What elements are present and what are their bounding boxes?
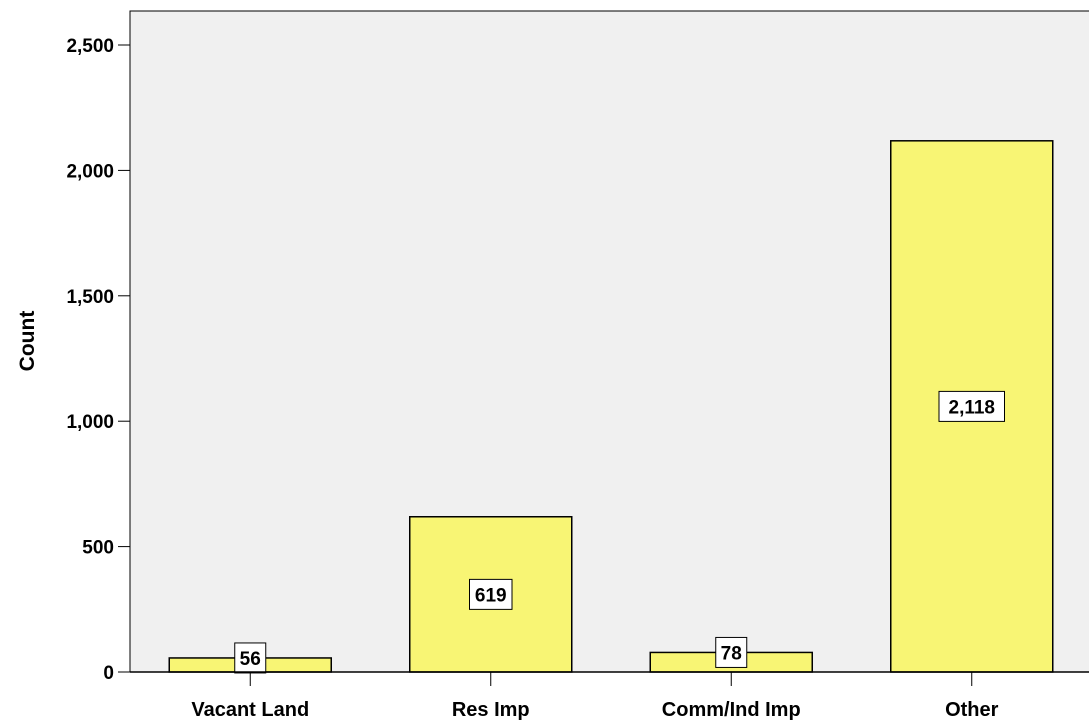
- data-label-box: [938, 390, 1005, 422]
- y-tick-label: 2,000: [66, 161, 114, 182]
- x-category-label: Other: [945, 699, 999, 721]
- data-labels: 56 619 78 2,118: [234, 390, 1005, 674]
- y-tick-label: 500: [82, 538, 114, 559]
- x-category-label: Vacant Land: [191, 699, 309, 721]
- y-tick-label: 2,500: [66, 36, 114, 57]
- data-label: 56: [240, 649, 261, 670]
- y-tick-label: 0: [103, 663, 114, 684]
- y-tick-label: 1,500: [66, 287, 114, 308]
- data-label: 78: [721, 643, 742, 664]
- x-axis: Vacant Land Res Imp Comm/Ind Imp Other: [130, 671, 1089, 721]
- data-label: 619: [475, 585, 507, 606]
- data-label-box: [469, 578, 513, 610]
- x-category-label: Comm/Ind Imp: [662, 699, 801, 721]
- y-axis-title: Count: [16, 311, 39, 372]
- y-tick-label: 1,000: [66, 412, 114, 433]
- data-label: 2,118: [949, 397, 996, 418]
- y-axis: 0 500 1,000 1,500 2,000 2,500: [66, 36, 130, 684]
- x-category-label: Res Imp: [452, 699, 530, 721]
- data-label-box: [715, 636, 748, 668]
